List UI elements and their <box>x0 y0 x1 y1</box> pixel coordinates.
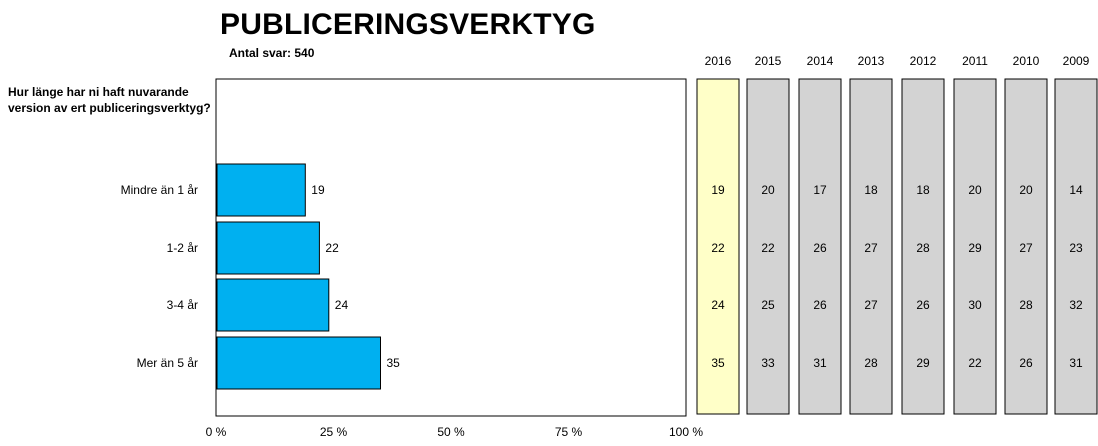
bar-value-label: 35 <box>387 356 401 370</box>
year-header: 2015 <box>755 54 782 68</box>
year-header: 2010 <box>1013 54 1040 68</box>
year-header: 2013 <box>858 54 885 68</box>
year-header: 2011 <box>962 54 988 68</box>
bar <box>216 278 330 332</box>
bar <box>216 163 306 217</box>
bar <box>216 336 381 390</box>
history-value: 28 <box>1019 298 1033 312</box>
past-year-column <box>849 78 893 415</box>
history-value: 28 <box>864 356 878 370</box>
category-label: 3-4 år <box>167 298 198 312</box>
history-value: 18 <box>916 183 930 197</box>
history-value: 14 <box>1069 183 1083 197</box>
history-value: 20 <box>1019 183 1033 197</box>
bar-value-label: 19 <box>311 183 325 197</box>
history-value: 32 <box>1069 298 1083 312</box>
x-tick-label: 75 % <box>555 425 583 439</box>
bar-value-label: 22 <box>325 241 339 255</box>
year-header: 2012 <box>910 54 937 68</box>
past-year-column <box>901 78 945 415</box>
history-value: 27 <box>1019 241 1033 255</box>
year-header: 2009 <box>1063 54 1090 68</box>
past-year-column <box>953 78 997 415</box>
history-value: 26 <box>1019 356 1033 370</box>
history-value: 26 <box>813 298 827 312</box>
history-value: 31 <box>1069 356 1083 370</box>
history-value: 28 <box>916 241 930 255</box>
year-header: 2016 <box>705 54 732 68</box>
history-value: 31 <box>813 356 827 370</box>
history-value: 26 <box>916 298 930 312</box>
history-value: 20 <box>761 183 775 197</box>
x-tick-label: 100 % <box>669 425 703 439</box>
history-value: 17 <box>813 183 827 197</box>
history-value: 22 <box>711 241 725 255</box>
history-value: 35 <box>711 356 725 370</box>
x-tick-label: 50 % <box>437 425 465 439</box>
history-value: 30 <box>968 298 982 312</box>
category-label: Mer än 5 år <box>137 356 198 370</box>
response-count: Antal svar: 540 <box>229 46 315 60</box>
history-value: 27 <box>864 241 878 255</box>
history-value: 33 <box>761 356 775 370</box>
history-value: 26 <box>813 241 827 255</box>
category-label: 1-2 år <box>167 241 198 255</box>
year-header: 2014 <box>807 54 834 68</box>
history-value: 18 <box>864 183 878 197</box>
history-value: 19 <box>711 183 725 197</box>
past-year-column <box>1004 78 1048 415</box>
chart-title: PUBLICERINGSVERKTYG <box>220 8 596 41</box>
history-value: 29 <box>968 241 982 255</box>
history-value: 25 <box>761 298 775 312</box>
history-value: 22 <box>968 356 982 370</box>
x-tick-label: 25 % <box>320 425 348 439</box>
past-year-column <box>798 78 842 415</box>
past-year-column <box>1054 78 1098 415</box>
bar-value-label: 24 <box>335 298 349 312</box>
history-value: 20 <box>968 183 982 197</box>
current-year-column <box>696 78 740 415</box>
history-value: 23 <box>1069 241 1083 255</box>
survey-question: Hur länge har ni haft nuvarande version … <box>8 85 211 115</box>
past-year-column <box>746 78 790 415</box>
history-value: 27 <box>864 298 878 312</box>
history-value: 29 <box>916 356 930 370</box>
x-tick-label: 0 % <box>206 425 227 439</box>
history-value: 22 <box>761 241 775 255</box>
bar <box>216 221 320 275</box>
category-label: Mindre än 1 år <box>121 183 198 197</box>
history-value: 24 <box>711 298 725 312</box>
